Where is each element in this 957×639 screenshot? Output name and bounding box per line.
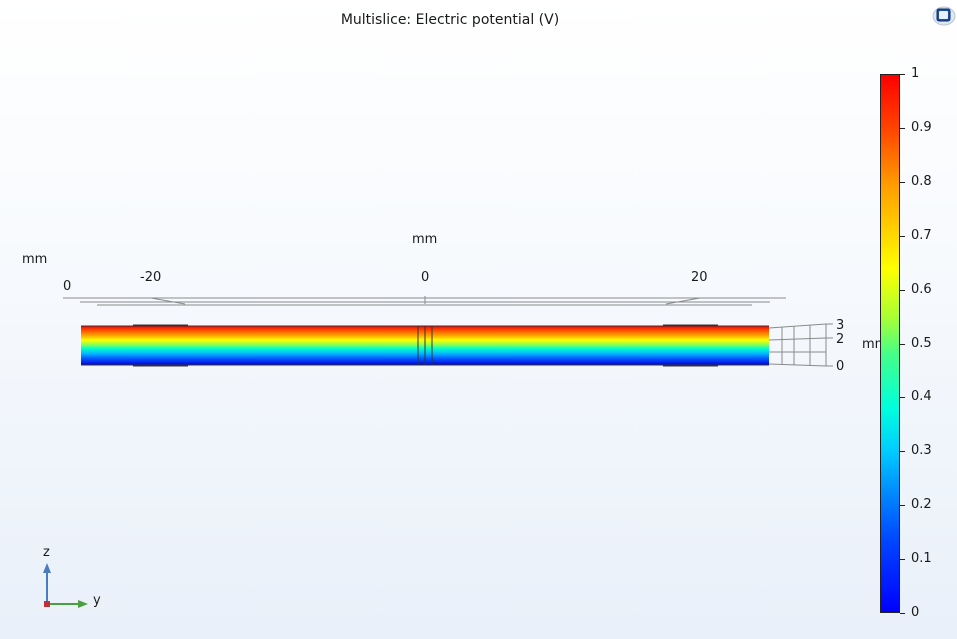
z-axis-tick: 0 — [836, 359, 845, 374]
triad-y-label: y — [93, 593, 101, 608]
y-arrowhead-icon — [78, 600, 88, 608]
color-legend-tick-mark — [900, 451, 905, 453]
x-axis-marker — [44, 601, 50, 607]
y-axis-tick: 20 — [691, 270, 708, 285]
color-legend-tick-mark — [900, 613, 905, 614]
color-legend-tick-mark — [900, 235, 905, 237]
triad-z-label: z — [43, 545, 50, 560]
color-legend-bar — [880, 74, 900, 613]
z-arrowhead-icon — [43, 563, 51, 573]
color-legend-tick-mark — [900, 289, 905, 291]
plot-title: Multislice: Electric potential (V) — [340, 12, 560, 28]
plot-canvas[interactable] — [0, 0, 870, 639]
z-axis-grid — [768, 323, 833, 367]
color-legend-tick-mark — [900, 74, 905, 75]
color-legend-tick-mark — [900, 559, 905, 561]
view-toggle-button[interactable] — [932, 4, 956, 26]
y-axis-tick: -20 — [140, 270, 162, 285]
axis-unit-left: mm — [22, 252, 48, 267]
color-legend-tick-mark — [900, 505, 905, 507]
axis-triad — [43, 563, 88, 608]
color-legend-tick-label: 1 — [911, 66, 920, 81]
left-axis-tick: 0 — [63, 279, 72, 294]
view-icon — [932, 6, 956, 26]
axis-frame — [63, 296, 786, 306]
y-axis-tick: 0 — [421, 270, 430, 285]
color-legend-tick-mark — [900, 181, 905, 183]
color-legend-tick-mark — [900, 397, 905, 399]
z-axis-tick: 3 — [836, 318, 845, 333]
color-legend-tick-mark — [900, 127, 905, 129]
axis-unit-top: mm — [412, 232, 438, 247]
color-legend-tick-label: 0.9 — [911, 119, 932, 135]
color-legend-tick-label: 0.4 — [911, 389, 932, 405]
slice-edges — [81, 324, 769, 367]
color-legend-tick-label: 0.8 — [911, 173, 932, 189]
color-legend-tick-label: 0.3 — [911, 443, 932, 459]
color-legend-tick-label: 0.2 — [911, 497, 932, 513]
color-legend-tick-label: 0.7 — [911, 227, 932, 243]
color-legend-tick-label: 0.1 — [911, 551, 932, 567]
z-axis-tick: 2 — [836, 332, 845, 347]
color-legend-tick-mark — [900, 343, 905, 345]
color-legend-tick-label: 0.6 — [911, 281, 932, 297]
color-legend-tick-label: 0.5 — [911, 335, 932, 351]
color-legend-tick-label: 0 — [911, 605, 920, 620]
